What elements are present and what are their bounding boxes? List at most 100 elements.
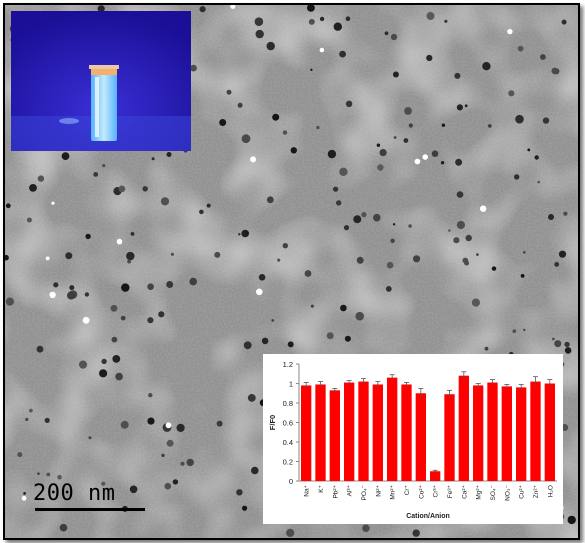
x-tick-label: Mg²⁺ — [476, 484, 483, 499]
nanoparticle — [390, 238, 395, 243]
bright-particle — [51, 201, 55, 205]
nanoparticle — [393, 136, 397, 139]
nanoparticle — [255, 29, 264, 39]
nanoparticle — [431, 150, 439, 157]
y-tick-label: 0.8 — [283, 399, 293, 408]
x-tick-label: Cu²⁺ — [519, 484, 526, 498]
nanoparticle — [355, 311, 365, 321]
nanoparticle — [25, 417, 29, 422]
nanoparticle — [148, 393, 153, 398]
nanoparticle — [356, 256, 364, 264]
nanoparticle — [554, 340, 562, 348]
nanoparticle — [5, 297, 14, 306]
bar — [315, 384, 326, 481]
nanoparticle — [97, 5, 105, 13]
nanoparticle — [333, 22, 342, 31]
nanoparticle — [78, 360, 88, 369]
x-tick-label: PO₄⁻ — [361, 484, 368, 500]
bar-chart: 0 0.2 0.4 0.6 0.8 1 1.2 Na⁺ K⁺ Pb²⁺ Al³⁺ PO₄⁻ Ni²⁺ Mn… — [263, 354, 563, 524]
nanoparticle — [319, 16, 325, 22]
nanoparticle — [238, 233, 241, 236]
nanoparticle — [29, 184, 37, 192]
nanoparticle — [426, 12, 435, 20]
nanoparticle — [241, 134, 251, 144]
nanoparticle — [448, 229, 451, 232]
nanoparticle — [166, 152, 172, 157]
nanoparticle — [88, 436, 92, 440]
nanoparticle — [44, 417, 50, 423]
nanoparticle — [514, 174, 520, 180]
nanoparticle — [161, 453, 165, 457]
nanoparticle — [558, 250, 567, 258]
nanoparticle — [563, 211, 568, 216]
nanoparticle — [551, 67, 559, 75]
bright-particle — [21, 495, 27, 501]
nanoparticle — [471, 298, 480, 307]
nanoparticle — [385, 286, 392, 292]
nanoparticle — [258, 274, 266, 281]
nanoparticle — [464, 260, 470, 266]
nanoparticle — [37, 175, 45, 182]
bar — [430, 471, 441, 481]
nanoparticle — [454, 72, 461, 79]
x-tick-label: K⁺ — [318, 484, 325, 492]
bar — [387, 377, 398, 481]
nanoparticle — [111, 336, 118, 343]
nanoparticle — [84, 292, 90, 297]
nanoparticle — [554, 262, 560, 267]
nanoparticle — [310, 68, 313, 71]
y-tick-label: 0.6 — [283, 419, 293, 428]
nanoparticle — [353, 215, 362, 224]
bright-particle — [45, 256, 50, 261]
nanoparticle — [456, 104, 463, 111]
nanoparticle — [523, 328, 526, 332]
nanoparticle — [307, 5, 315, 12]
bar — [444, 394, 455, 481]
nanoparticle — [59, 523, 68, 532]
nanoparticle — [57, 475, 62, 480]
nanoparticle — [476, 253, 479, 256]
nanoparticle — [186, 458, 194, 467]
nanoparticle — [376, 143, 381, 147]
nanoparticle — [190, 64, 197, 72]
nanoparticle — [110, 304, 118, 312]
nanoparticle — [413, 255, 421, 263]
nanoparticle — [29, 408, 33, 413]
nanoparticle — [561, 19, 567, 25]
x-tick-label: Mn²⁺ — [390, 484, 397, 499]
nanoparticle — [287, 341, 294, 348]
nanoparticle — [488, 124, 492, 128]
nanoparticle — [127, 259, 131, 264]
nanoparticle — [101, 358, 107, 365]
nanoparticle — [93, 172, 99, 177]
nanoparticle — [326, 332, 334, 340]
bright-particle — [82, 316, 90, 324]
nanoparticle — [246, 231, 249, 235]
nanoparticle — [408, 123, 413, 128]
x-tick-label: H₂O — [547, 485, 554, 497]
nanoparticle — [85, 233, 91, 240]
nanoparticle — [444, 19, 448, 23]
nanoparticle — [189, 277, 197, 286]
nanoparticle — [386, 261, 394, 269]
y-axis-label: F/F0 — [268, 415, 277, 430]
nanoparticle — [160, 197, 170, 206]
nanoparticle — [151, 157, 155, 161]
nanoparticle — [277, 258, 281, 262]
nanoparticle — [491, 266, 497, 271]
nanoparticle — [567, 515, 576, 525]
nanoparticle — [236, 489, 243, 496]
scale-bar-line — [35, 508, 145, 511]
nanoparticle — [379, 149, 387, 157]
nanoparticle — [520, 274, 525, 278]
nanoparticle — [515, 114, 524, 124]
nanoparticle — [172, 479, 179, 485]
nanoparticle — [102, 164, 106, 168]
nanoparticle — [99, 369, 108, 378]
nanoparticle — [512, 329, 517, 333]
nanoparticle — [17, 452, 23, 458]
nanoparticle — [336, 200, 342, 206]
nanoparticle — [199, 6, 206, 13]
nanoparticle — [176, 423, 185, 432]
scale-bar: 200 nm — [27, 481, 157, 515]
